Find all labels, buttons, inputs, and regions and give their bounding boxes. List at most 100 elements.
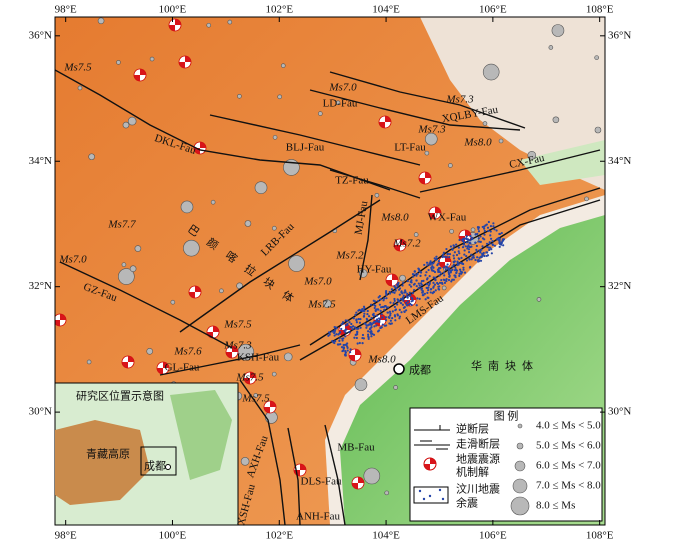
- focal-mechanism-fill: [439, 256, 451, 268]
- aftershock: [351, 325, 355, 328]
- aftershock: [423, 292, 427, 295]
- aftershock: [457, 246, 460, 249]
- aftershock: [468, 257, 471, 260]
- aftershock: [396, 298, 399, 301]
- inset-plateau-label: 青藏高原: [86, 447, 130, 461]
- aftershock: [373, 320, 376, 324]
- inset-city-dot: [165, 464, 171, 470]
- aftershock: [425, 283, 429, 286]
- aftershock: [338, 339, 341, 342]
- aftershock: [425, 271, 428, 274]
- aftershock: [375, 308, 379, 311]
- aftershock: [479, 259, 483, 262]
- x-tick-label: 108°E: [586, 4, 614, 16]
- aftershock: [415, 274, 418, 277]
- aftershock: [467, 238, 470, 242]
- map-frame: [54, 16, 606, 526]
- aftershock: [490, 252, 493, 255]
- aftershock: [385, 306, 388, 309]
- aftershock: [338, 337, 341, 340]
- aftershock: [391, 310, 394, 313]
- fault-label: TZ-Fau: [335, 175, 369, 187]
- earthquake-circle: [272, 225, 277, 231]
- fault-line: [179, 199, 381, 333]
- aftershock: [437, 267, 441, 270]
- aftershock: [416, 297, 419, 300]
- magnitude-label: Ms7.0: [303, 276, 332, 288]
- aftershock: [450, 280, 453, 283]
- aftershock: [432, 276, 435, 279]
- aftershock: [452, 257, 456, 260]
- x-tick-label: 106°E: [479, 530, 507, 542]
- earthquake-circle: [88, 153, 95, 161]
- aftershock: [447, 272, 451, 275]
- earthquake-circle: [482, 121, 488, 126]
- aftershock: [408, 283, 411, 286]
- aftershock: [440, 278, 443, 282]
- aftershock: [375, 314, 378, 317]
- aftershock: [340, 327, 343, 331]
- fault-line: [59, 261, 233, 349]
- aftershock: [378, 320, 381, 324]
- aftershock: [429, 260, 432, 263]
- aftershock: [493, 228, 496, 231]
- aftershock: [362, 305, 366, 308]
- focal-mechanism-fill: [244, 372, 256, 384]
- aftershock: [393, 305, 396, 309]
- aftershock: [418, 297, 421, 300]
- aftershock: [467, 250, 471, 254]
- aftershock: [357, 317, 360, 321]
- aftershock: [372, 299, 375, 302]
- earthquake-circle: [129, 265, 137, 273]
- aftershock: [418, 284, 421, 287]
- aftershock: [447, 278, 451, 282]
- aftershock: [398, 293, 401, 296]
- city-label: 成都: [409, 364, 431, 377]
- aftershock: [378, 303, 381, 306]
- aftershock: [441, 282, 444, 285]
- magnitude-label: Ms7.0: [328, 82, 357, 94]
- aftershock: [373, 306, 376, 310]
- aftershock: [411, 292, 414, 295]
- aftershock: [427, 268, 430, 272]
- legend-text: 机制解: [456, 465, 489, 479]
- aftershock: [394, 289, 397, 292]
- earthquake-circle: [384, 490, 390, 496]
- magnitude-label: Ms7.5: [235, 372, 264, 384]
- aftershock: [374, 309, 377, 313]
- magnitude-label: Ms7.5: [223, 319, 252, 331]
- aftershock: [451, 278, 454, 281]
- aftershock: [379, 309, 382, 312]
- aftershock: [341, 349, 344, 353]
- aftershock: [400, 311, 403, 314]
- fault-line: [55, 69, 391, 191]
- aftershock: [359, 309, 363, 312]
- aftershock: [472, 254, 475, 257]
- earthquake-circle: [527, 150, 537, 160]
- aftershock: [489, 230, 492, 233]
- aftershock: [380, 306, 383, 309]
- fault-line: [209, 114, 421, 166]
- focal-mechanism-fill: [189, 286, 201, 298]
- aftershock: [426, 291, 429, 294]
- aftershock: [428, 275, 431, 278]
- aftershock: [502, 238, 506, 241]
- earthquake-circle: [86, 359, 92, 365]
- aftershock: [474, 241, 477, 244]
- aftershock: [368, 328, 372, 331]
- aftershock: [438, 281, 442, 284]
- aftershock: [444, 268, 448, 271]
- aftershock: [354, 313, 357, 316]
- dot: [428, 494, 432, 498]
- legend-magnitude-symbol: [510, 496, 530, 516]
- aftershock: [427, 296, 430, 299]
- aftershock: [449, 245, 453, 248]
- aftershock: [410, 300, 413, 303]
- aftershock: [370, 326, 373, 329]
- aftershock: [418, 269, 421, 273]
- aftershock: [367, 323, 370, 326]
- aftershock: [344, 335, 347, 338]
- aftershock: [442, 251, 446, 254]
- x-tick-label: 98°E: [55, 4, 77, 16]
- aftershock: [483, 238, 486, 241]
